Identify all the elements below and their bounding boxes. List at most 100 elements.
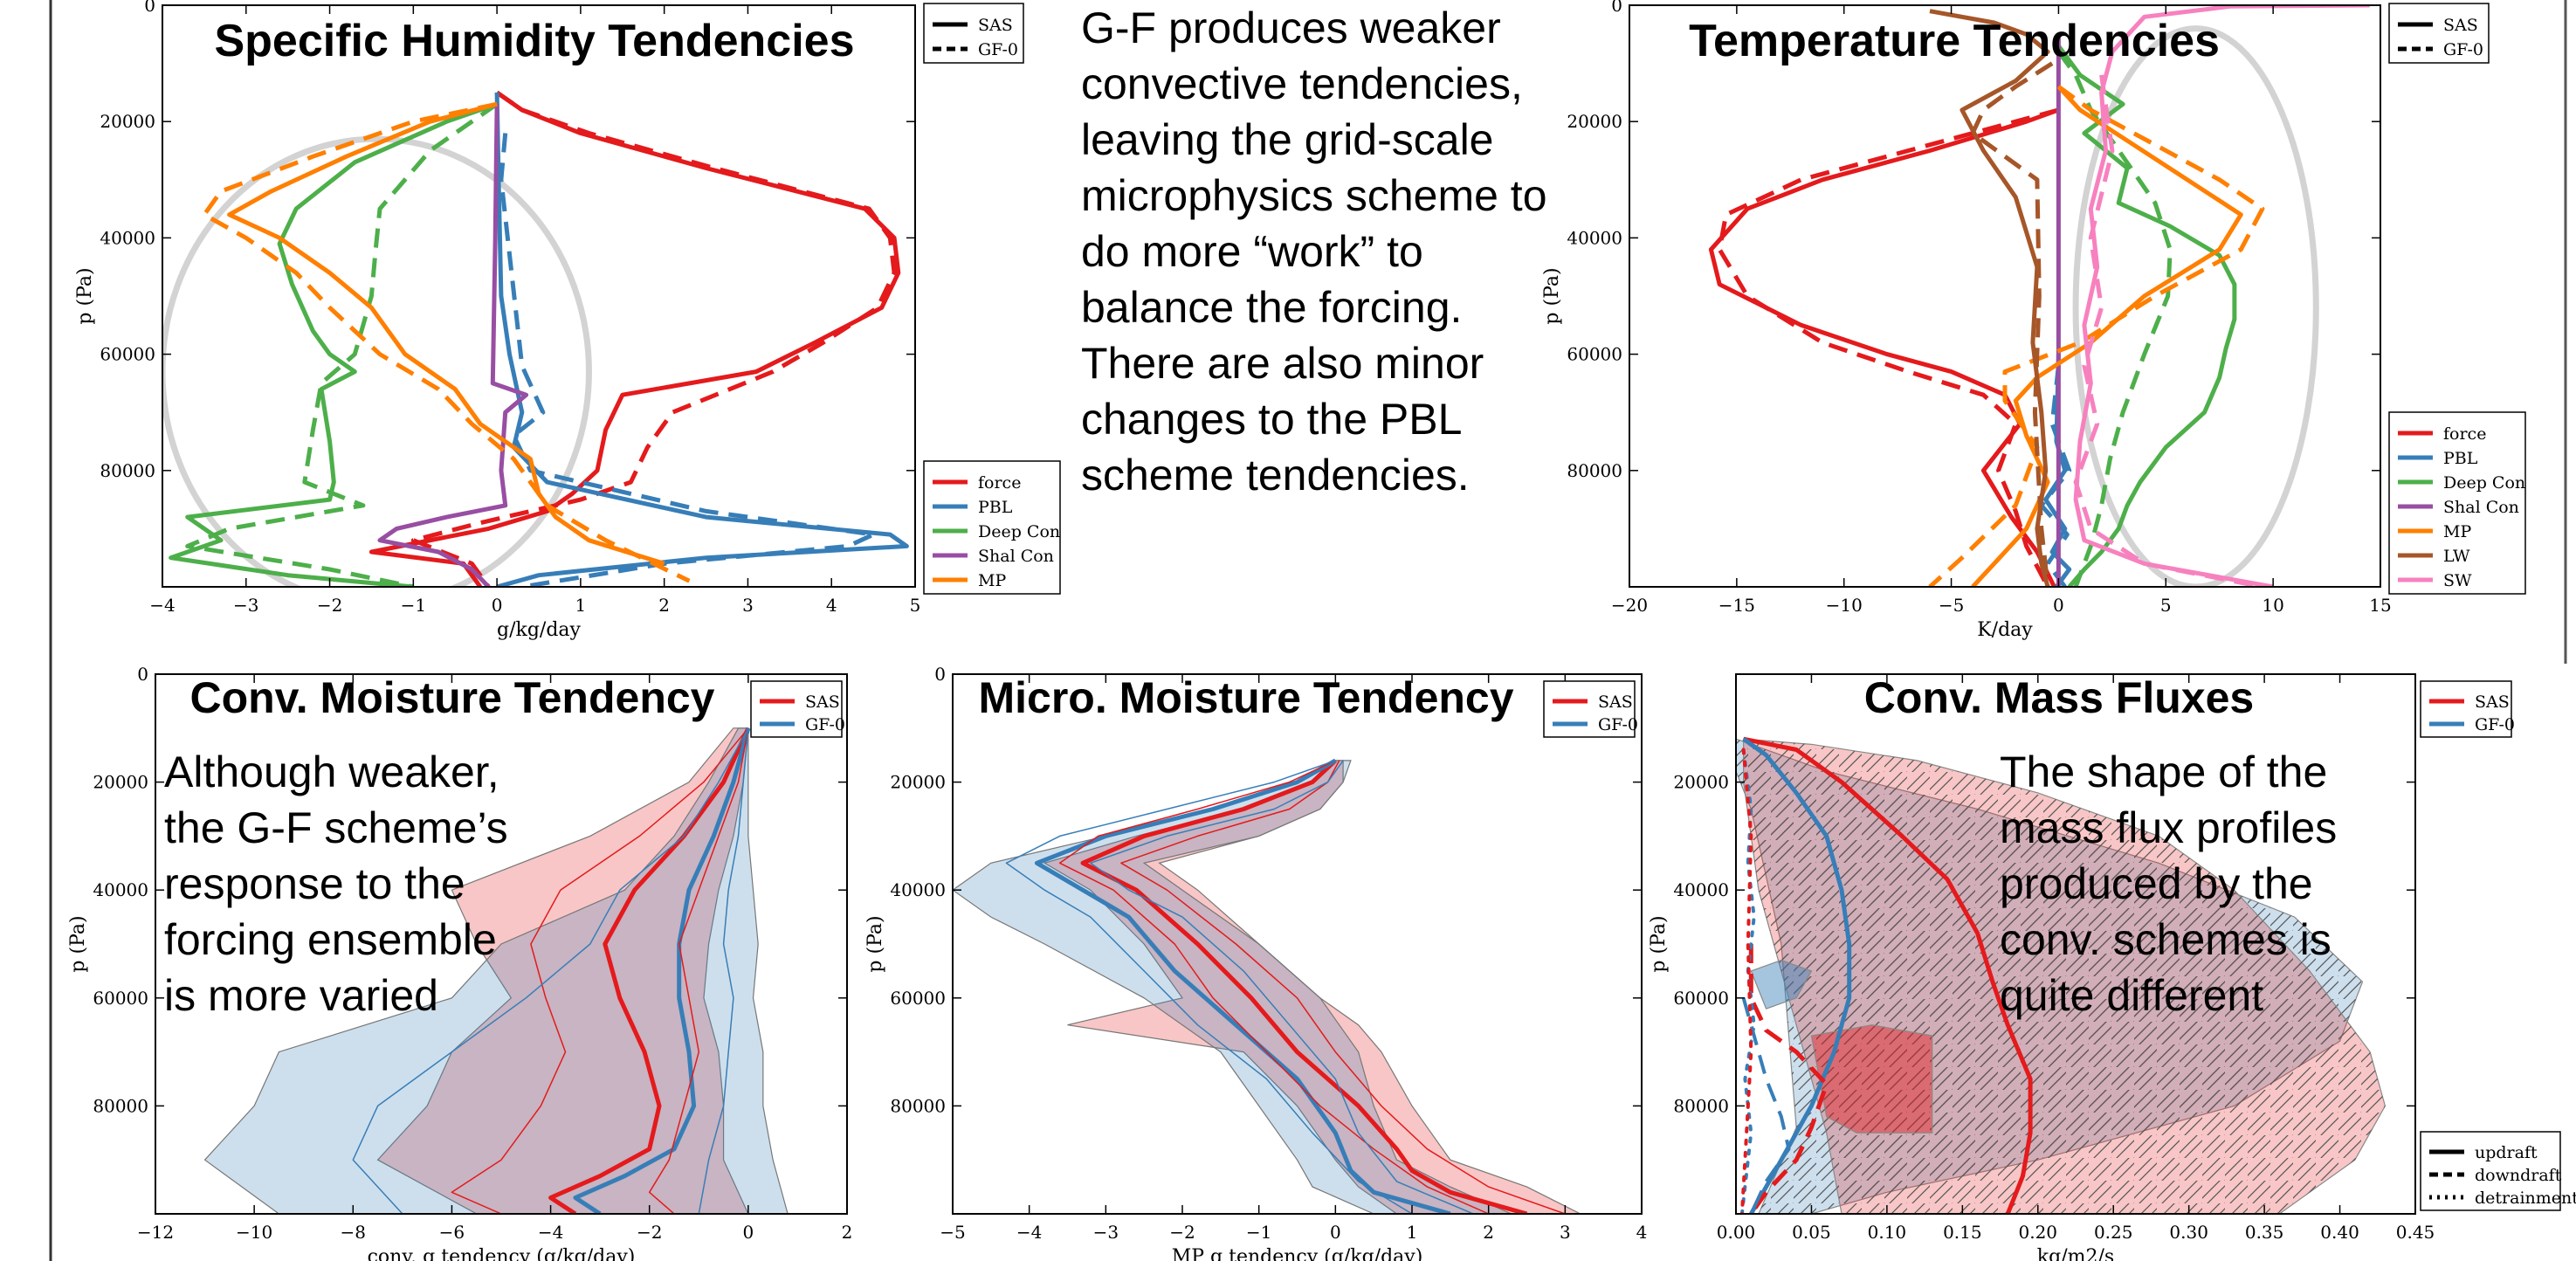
charts-group: −4 −3 −2 −1 0 1 2 3 4 5020000400006000080000g/kg/… [67, 0, 2576, 1261]
x-axis-label: g/kg/day [497, 619, 582, 641]
y-tick-label: 80000 [1673, 1095, 1729, 1116]
y-axis-label: p (Pa) [864, 915, 886, 972]
series-gf-0 [1090, 760, 1474, 1214]
x-tick-label: 4 [826, 595, 837, 616]
x-tick-label: 0.00 [1717, 1222, 1756, 1243]
y-tick-label: 0 [137, 664, 148, 685]
series-pbl [499, 133, 876, 587]
x-axis-label: K/day [1977, 619, 2033, 641]
highlight-ellipse [2072, 25, 2319, 587]
y-axis-label: p (Pa) [1541, 267, 1563, 324]
x-tick-label: 2 [658, 595, 670, 616]
x-tick-label: −15 [1718, 595, 1755, 616]
legend-label: Shal Con [2443, 498, 2519, 517]
series-force [1717, 107, 2060, 587]
series-sas [1058, 760, 1490, 1214]
y-tick-label: 40000 [100, 227, 155, 248]
plot-area [953, 758, 1581, 1214]
axes-frame [1735, 673, 2416, 1215]
annotation-line: The shape of the [2000, 748, 2328, 796]
spread-band-gf-0 [953, 760, 1512, 1214]
legend-label: PBL [2443, 449, 2478, 468]
legend-label: detrainment [2475, 1189, 2576, 1208]
x-tick-label: 2 [1483, 1222, 1494, 1243]
y-tick-label: 20000 [890, 772, 946, 793]
plot-area [162, 90, 909, 587]
legend-label: force [2443, 424, 2486, 444]
y-tick-label: 20000 [1673, 772, 1729, 793]
axes-frame [155, 673, 848, 1215]
legend-label: SAS [2475, 693, 2510, 712]
x-tick-label: −6 [439, 1222, 465, 1243]
x-tick-label: 0 [492, 595, 503, 616]
annotation-line: quite different [2000, 971, 2264, 1020]
series-gf-0 [573, 727, 751, 1214]
y-tick-label: 80000 [93, 1095, 148, 1116]
series-deep-con [185, 102, 499, 587]
highlight-ellipse [162, 135, 592, 587]
legend-frame [2388, 3, 2490, 64]
flux-region [1750, 959, 1813, 1009]
annotation-line: scheme tendencies. [1081, 451, 1470, 500]
x-tick-label: −5 [1939, 595, 1964, 616]
series-lw [1970, 61, 2054, 587]
x-tick-label: −3 [233, 595, 258, 616]
x-tick-label: 10 [2262, 595, 2283, 616]
plot-area [1708, 5, 2370, 587]
chart-temp: −20 −15 −10 −5 0 5 10 15 0 20000 40000 60000 80000 K/… [1541, 0, 2526, 641]
series-pbl [494, 92, 909, 587]
legend: SAS GF-0 [750, 680, 845, 738]
series-sas [548, 727, 751, 1214]
legend-label: SAS [2443, 16, 2478, 35]
annotation-line: do more “work” to [1081, 227, 1423, 276]
series-sas [1080, 759, 1528, 1214]
y-tick-label: 0 [934, 664, 946, 685]
x-tick-label: −12 [137, 1222, 174, 1243]
x-axis-label: MP q tendency (g/kg/day) [1172, 1246, 1423, 1261]
axes-frame [952, 673, 1643, 1215]
chart-massflux: 0.00 0.05 0.10 0.15 0.20 0.25 0.30 0.35 0.40 0.45… [1648, 673, 2576, 1261]
x-tick-label: 0 [2053, 595, 2064, 616]
chart-title: Micro. Moisture Tendency [978, 673, 1513, 722]
annotation-line: forcing ensemble [164, 915, 497, 964]
chart-title: Conv. Moisture Tendency [189, 673, 714, 722]
legend: force PBL Deep Con Shal Con MP LW SW [2388, 411, 2526, 595]
legend-label: force [978, 473, 1021, 493]
legend: SAS GF-0 [1543, 680, 1638, 738]
x-tick-label: 0.05 [1792, 1222, 1831, 1243]
y-axis-label: p (Pa) [1648, 915, 1670, 972]
axes-frame [1629, 4, 2381, 588]
x-tick-label: 0.40 [2320, 1222, 2359, 1243]
flux-region [1810, 1024, 1933, 1134]
legend-label: SAS [978, 16, 1013, 35]
x-tick-label: 5 [2160, 595, 2172, 616]
series-gf-0 [1005, 760, 1413, 1214]
x-tick-label: −10 [236, 1222, 272, 1243]
y-tick-label: 60000 [100, 344, 155, 365]
annotation-line: mass flux profiles [2000, 803, 2338, 852]
x-tick-label: 0.25 [2094, 1222, 2133, 1243]
legend-label: Shal Con [978, 547, 1054, 566]
series-mp [1928, 85, 2265, 587]
y-tick-label: 40000 [890, 879, 946, 900]
x-tick-label: 3 [1560, 1222, 1571, 1243]
y-tick-label: 60000 [93, 988, 148, 1009]
annotation-line: the G-F scheme’s [164, 803, 508, 852]
x-tick-label: −20 [1611, 595, 1648, 616]
series-gf-0 [1034, 758, 1451, 1214]
y-tick-label: 20000 [100, 111, 155, 132]
x-tick-label: 0.10 [1868, 1222, 1907, 1243]
x-tick-label: 0.35 [2245, 1222, 2284, 1243]
annotation-top-middle: G-F produces weaker convective tendencie… [1081, 0, 1605, 503]
x-tick-label: −10 [1826, 595, 1863, 616]
legend: SAS GF-0 [2388, 3, 2490, 64]
x-tick-label: 0.30 [2169, 1222, 2208, 1243]
spread-band-sas [1043, 760, 1581, 1214]
legend: SAS GF-0 [923, 3, 1024, 64]
annotation-line: There are also minor [1081, 339, 1484, 388]
x-axis-label: conv. q tendency (g/kg/day) [368, 1246, 636, 1261]
x-tick-label: 0 [742, 1222, 754, 1243]
legend-label: GF-0 [805, 715, 845, 734]
annotation-line: response to the [164, 859, 465, 908]
legend-frame [1543, 680, 1636, 738]
